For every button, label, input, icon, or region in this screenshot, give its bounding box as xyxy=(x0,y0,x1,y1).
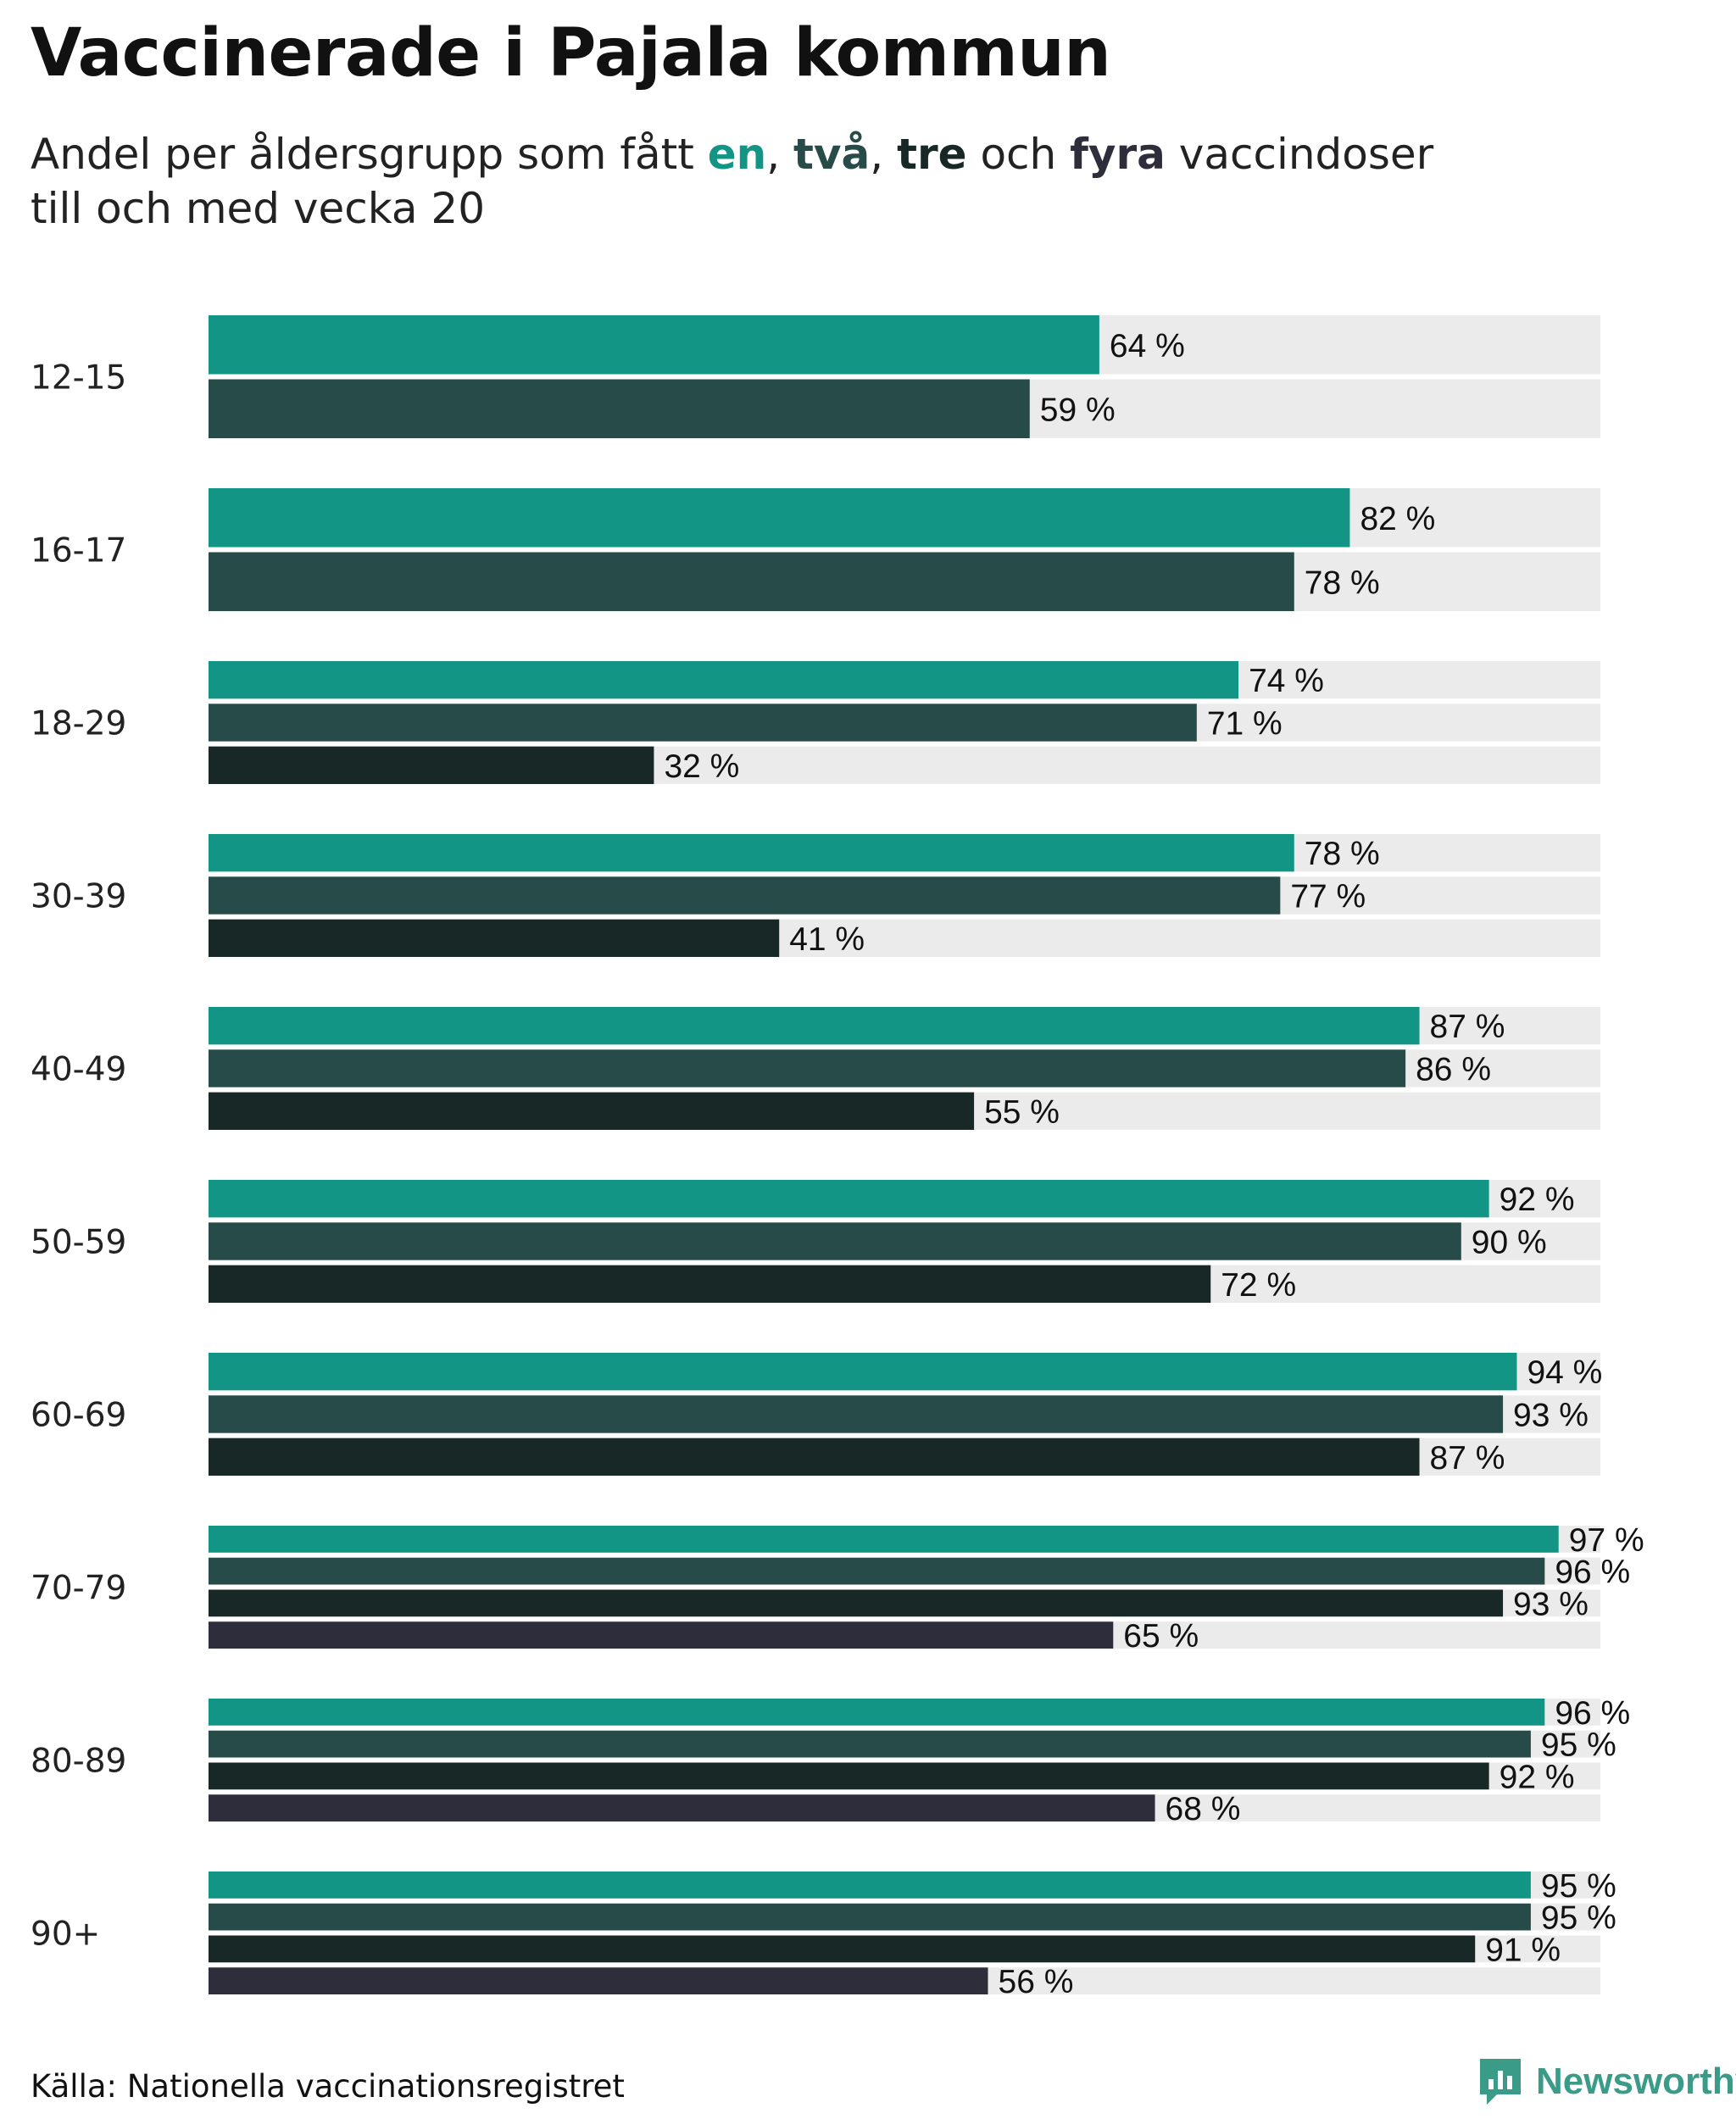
data-label: 91 % xyxy=(1485,1932,1561,1968)
data-label: 56 % xyxy=(999,1964,1074,2000)
bar xyxy=(209,1222,1461,1260)
data-label: 59 % xyxy=(1040,392,1116,428)
data-label: 96 % xyxy=(1555,1554,1630,1591)
brand-name: Newsworthy xyxy=(1536,2061,1736,2102)
bar xyxy=(209,1007,1420,1045)
bar xyxy=(209,1092,975,1130)
data-label: 95 % xyxy=(1541,1868,1616,1905)
bar xyxy=(209,1438,1420,1476)
bar xyxy=(209,1526,1559,1553)
subtitle-dose-three: tre xyxy=(897,130,967,179)
data-label: 74 % xyxy=(1249,663,1324,699)
bar xyxy=(209,1557,1545,1585)
bar xyxy=(209,1935,1476,1963)
bar xyxy=(209,1762,1489,1790)
group-label: 50-59 xyxy=(31,1224,126,1262)
data-label: 78 % xyxy=(1305,565,1380,601)
source-note: Källa: Nationella vaccinationsregistret xyxy=(31,2068,625,2105)
subtitle-mid: och xyxy=(966,130,1071,179)
bar-chart: 12-15 64 % 59 % 16-17 82 % 78 % 18-29 74 % 71 % 3… xyxy=(31,315,1644,2000)
bar xyxy=(209,315,1099,375)
subtitle-sep-2: , xyxy=(870,130,898,179)
bar xyxy=(209,834,1294,872)
data-label: 87 % xyxy=(1430,1009,1505,1045)
data-label: 95 % xyxy=(1541,1727,1616,1764)
bar xyxy=(209,1794,1155,1821)
bar xyxy=(209,552,1294,611)
bar xyxy=(209,1395,1504,1433)
subtitle-line-2: till och med vecka 20 xyxy=(31,184,486,233)
data-label: 65 % xyxy=(1123,1618,1199,1655)
brand-logo: Newsworthy xyxy=(1477,2055,1736,2109)
group-label: 40-49 xyxy=(31,1051,126,1089)
data-label: 82 % xyxy=(1360,501,1435,537)
subtitle-prefix: Andel per åldersgrupp som fått xyxy=(31,130,708,179)
bar xyxy=(209,1730,1531,1758)
bar xyxy=(209,1699,1545,1726)
bar xyxy=(209,1353,1517,1391)
bar xyxy=(209,876,1281,915)
data-label: 93 % xyxy=(1513,1586,1589,1622)
data-label: 77 % xyxy=(1290,879,1366,915)
subtitle-suffix: vaccindoser xyxy=(1165,130,1434,179)
bar xyxy=(209,919,780,957)
data-label: 97 % xyxy=(1569,1522,1644,1559)
group-label: 18-29 xyxy=(31,705,126,743)
group-label: 30-39 xyxy=(31,878,126,916)
bar xyxy=(209,1589,1504,1617)
bar xyxy=(209,488,1350,548)
bar xyxy=(209,1872,1531,1899)
bar xyxy=(209,379,1030,438)
group-label: 80-89 xyxy=(31,1743,126,1781)
bar xyxy=(209,746,654,784)
group-label: 16-17 xyxy=(31,532,126,570)
data-label: 86 % xyxy=(1416,1052,1491,1088)
bar xyxy=(209,704,1197,742)
data-label: 55 % xyxy=(984,1094,1060,1131)
subtitle-dose-four: fyra xyxy=(1070,130,1166,179)
data-label: 90 % xyxy=(1472,1225,1547,1261)
bar xyxy=(209,1180,1489,1218)
group-label: 12-15 xyxy=(31,359,126,398)
data-label: 68 % xyxy=(1166,1791,1241,1827)
data-label: 93 % xyxy=(1513,1398,1589,1434)
subtitle-sep-1: , xyxy=(766,130,794,179)
data-label: 92 % xyxy=(1500,1759,1575,1795)
chart-subtitle: Andel per åldersgrupp som fått en, två, … xyxy=(31,127,1641,236)
group-label: 60-69 xyxy=(31,1397,126,1435)
newsworthy-logo-icon xyxy=(1480,2059,1521,2105)
bar xyxy=(209,1903,1531,1931)
data-label: 92 % xyxy=(1500,1182,1575,1218)
data-label: 87 % xyxy=(1430,1440,1505,1477)
bar xyxy=(209,661,1239,699)
bar xyxy=(209,1049,1406,1087)
bar xyxy=(209,1265,1211,1303)
bar xyxy=(209,1621,1114,1649)
group-label: 90+ xyxy=(31,1916,100,1954)
chart-title: Vaccinerade i Pajala kommun xyxy=(31,15,1111,92)
bar xyxy=(209,1967,988,1994)
subtitle-dose-one: en xyxy=(707,130,767,179)
data-label: 41 % xyxy=(789,921,865,958)
data-label: 32 % xyxy=(664,748,739,785)
data-label: 95 % xyxy=(1541,1900,1616,1937)
group-label: 70-79 xyxy=(31,1570,126,1608)
data-label: 64 % xyxy=(1110,328,1185,364)
data-label: 78 % xyxy=(1305,836,1380,872)
data-label: 96 % xyxy=(1555,1695,1630,1732)
data-label: 94 % xyxy=(1527,1354,1602,1391)
subtitle-dose-two: två xyxy=(793,130,871,179)
data-label: 71 % xyxy=(1207,706,1283,742)
data-label: 72 % xyxy=(1221,1267,1296,1304)
